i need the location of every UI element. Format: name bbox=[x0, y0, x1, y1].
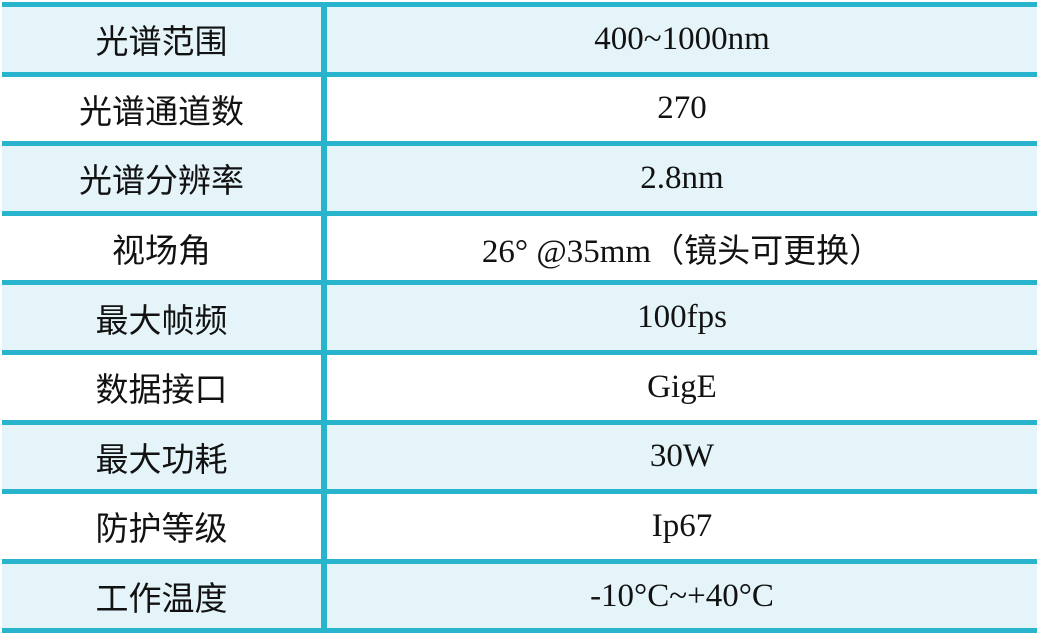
spec-label-cell: 数据接口 bbox=[2, 349, 327, 425]
spec-value-cell: 100fps bbox=[324, 280, 1037, 355]
table-row: 光谱通道数 270 bbox=[2, 71, 1037, 147]
table-row: 光谱范围 400~1000nm bbox=[2, 2, 1037, 77]
spec-label-cell: 防护等级 bbox=[2, 489, 327, 564]
table-row: 工作温度 -10°C~+40°C bbox=[2, 558, 1037, 634]
table-row: 防护等级 Ip67 bbox=[2, 489, 1037, 564]
spec-label-cell: 视场角 bbox=[2, 210, 327, 286]
spec-label-cell: 光谱范围 bbox=[2, 2, 327, 77]
table-row: 光谱分辨率 2.8nm bbox=[2, 141, 1037, 216]
spec-label-cell: 最大功耗 bbox=[2, 419, 327, 495]
spec-value-cell: Ip67 bbox=[324, 489, 1037, 564]
spec-value-cell: -10°C~+40°C bbox=[324, 558, 1037, 634]
spec-label-cell: 光谱通道数 bbox=[2, 71, 327, 147]
table-row: 最大帧频 100fps bbox=[2, 280, 1037, 355]
spec-value-cell: GigE bbox=[324, 349, 1037, 425]
spec-value-cell: 30W bbox=[324, 419, 1037, 495]
spec-value-cell: 26° @35mm（镜头可更换） bbox=[324, 210, 1037, 286]
spec-value-cell: 2.8nm bbox=[324, 141, 1037, 216]
spec-label-cell: 最大帧频 bbox=[2, 280, 327, 355]
spec-value-cell: 270 bbox=[324, 71, 1037, 147]
spec-value-cell: 400~1000nm bbox=[324, 2, 1037, 77]
table-row: 视场角 26° @35mm（镜头可更换） bbox=[2, 210, 1037, 286]
table-row: 最大功耗 30W bbox=[2, 419, 1037, 495]
table-row: 数据接口 GigE bbox=[2, 349, 1037, 425]
spec-label-cell: 工作温度 bbox=[2, 558, 327, 634]
spec-label-cell: 光谱分辨率 bbox=[2, 141, 327, 216]
